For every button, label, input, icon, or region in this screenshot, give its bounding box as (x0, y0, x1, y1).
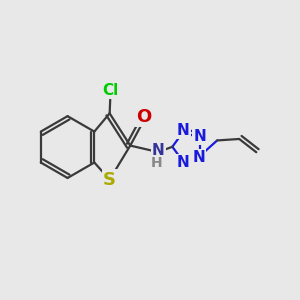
Text: N: N (177, 155, 189, 170)
Text: N: N (177, 123, 189, 138)
Text: O: O (136, 108, 152, 126)
Text: N: N (152, 143, 165, 158)
Text: H: H (151, 156, 163, 170)
Text: N: N (194, 129, 206, 144)
Text: N: N (192, 150, 205, 165)
Text: S: S (103, 171, 116, 189)
Text: Cl: Cl (102, 83, 119, 98)
